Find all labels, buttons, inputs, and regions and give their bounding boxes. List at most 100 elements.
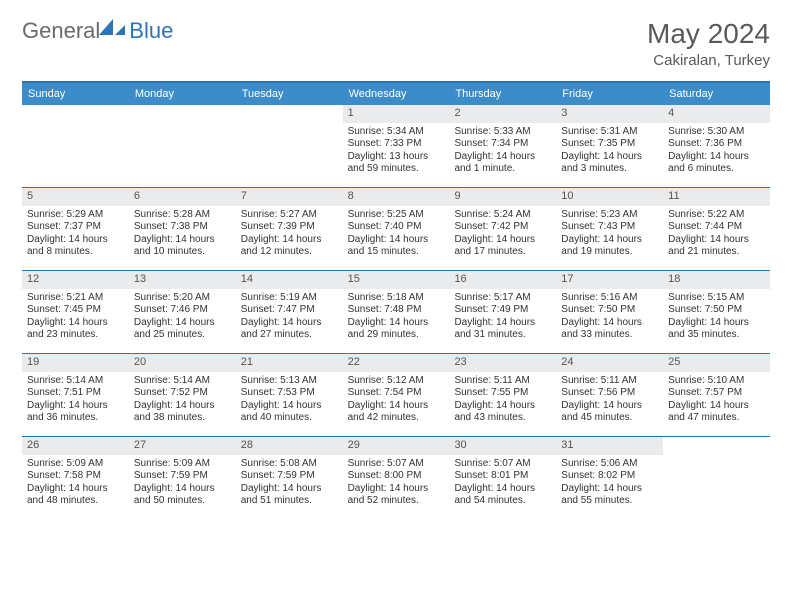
day-number: 14: [236, 271, 343, 289]
day-cell: [22, 105, 129, 187]
day-cell: 14Sunrise: 5:19 AMSunset: 7:47 PMDayligh…: [236, 271, 343, 353]
day-cell: 20Sunrise: 5:14 AMSunset: 7:52 PMDayligh…: [129, 354, 236, 436]
day-details: Sunrise: 5:06 AMSunset: 8:02 PMDaylight:…: [556, 455, 663, 512]
day-cell: 9Sunrise: 5:24 AMSunset: 7:42 PMDaylight…: [449, 188, 556, 270]
sunrise-text: Sunrise: 5:15 AM: [668, 292, 765, 305]
daylight-text: Daylight: 14 hours and 23 minutes.: [27, 317, 124, 342]
header: General Blue May 2024 Cakiralan, Turkey: [22, 18, 770, 69]
day-details: Sunrise: 5:11 AMSunset: 7:56 PMDaylight:…: [556, 372, 663, 429]
day-number: 21: [236, 354, 343, 372]
dayheader: Sunday: [22, 83, 129, 105]
week-row: 19Sunrise: 5:14 AMSunset: 7:51 PMDayligh…: [22, 353, 770, 436]
day-details: Sunrise: 5:25 AMSunset: 7:40 PMDaylight:…: [343, 206, 450, 263]
logo-sail-icon: [97, 17, 127, 37]
sunset-text: Sunset: 7:48 PM: [348, 304, 445, 317]
sunrise-text: Sunrise: 5:34 AM: [348, 126, 445, 139]
day-details: Sunrise: 5:13 AMSunset: 7:53 PMDaylight:…: [236, 372, 343, 429]
sunrise-text: Sunrise: 5:09 AM: [27, 458, 124, 471]
daylight-text: Daylight: 14 hours and 12 minutes.: [241, 234, 338, 259]
daylight-text: Daylight: 14 hours and 25 minutes.: [134, 317, 231, 342]
day-cell: 7Sunrise: 5:27 AMSunset: 7:39 PMDaylight…: [236, 188, 343, 270]
sunset-text: Sunset: 7:37 PM: [27, 221, 124, 234]
dayheader: Tuesday: [236, 83, 343, 105]
day-cell: [236, 105, 343, 187]
day-number: 25: [663, 354, 770, 372]
day-details: Sunrise: 5:12 AMSunset: 7:54 PMDaylight:…: [343, 372, 450, 429]
day-details: Sunrise: 5:14 AMSunset: 7:52 PMDaylight:…: [129, 372, 236, 429]
day-number: 27: [129, 437, 236, 455]
sunset-text: Sunset: 7:45 PM: [27, 304, 124, 317]
day-cell: 17Sunrise: 5:16 AMSunset: 7:50 PMDayligh…: [556, 271, 663, 353]
day-number: 30: [449, 437, 556, 455]
day-cell: 21Sunrise: 5:13 AMSunset: 7:53 PMDayligh…: [236, 354, 343, 436]
weeks-container: 1Sunrise: 5:34 AMSunset: 7:33 PMDaylight…: [22, 105, 770, 519]
sunrise-text: Sunrise: 5:22 AM: [668, 209, 765, 222]
day-details: Sunrise: 5:34 AMSunset: 7:33 PMDaylight:…: [343, 123, 450, 180]
week-row: 12Sunrise: 5:21 AMSunset: 7:45 PMDayligh…: [22, 270, 770, 353]
day-number: 2: [449, 105, 556, 123]
logo: General Blue: [22, 18, 173, 44]
sunset-text: Sunset: 7:47 PM: [241, 304, 338, 317]
sunrise-text: Sunrise: 5:17 AM: [454, 292, 551, 305]
location-text: Cakiralan, Turkey: [647, 52, 770, 69]
sunrise-text: Sunrise: 5:18 AM: [348, 292, 445, 305]
sunrise-text: Sunrise: 5:12 AM: [348, 375, 445, 388]
day-number: 13: [129, 271, 236, 289]
sunrise-text: Sunrise: 5:07 AM: [454, 458, 551, 471]
day-number: 8: [343, 188, 450, 206]
day-number: 6: [129, 188, 236, 206]
daylight-text: Daylight: 14 hours and 17 minutes.: [454, 234, 551, 259]
title-block: May 2024 Cakiralan, Turkey: [647, 18, 770, 69]
sunrise-text: Sunrise: 5:21 AM: [27, 292, 124, 305]
day-number: 22: [343, 354, 450, 372]
sunset-text: Sunset: 7:36 PM: [668, 138, 765, 151]
day-details: Sunrise: 5:08 AMSunset: 7:59 PMDaylight:…: [236, 455, 343, 512]
daylight-text: Daylight: 14 hours and 36 minutes.: [27, 400, 124, 425]
daylight-text: Daylight: 14 hours and 48 minutes.: [27, 483, 124, 508]
sunset-text: Sunset: 7:51 PM: [27, 387, 124, 400]
sunrise-text: Sunrise: 5:11 AM: [561, 375, 658, 388]
daylight-text: Daylight: 14 hours and 29 minutes.: [348, 317, 445, 342]
day-number: 12: [22, 271, 129, 289]
daylight-text: Daylight: 14 hours and 1 minute.: [454, 151, 551, 176]
sunrise-text: Sunrise: 5:08 AM: [241, 458, 338, 471]
sunrise-text: Sunrise: 5:09 AM: [134, 458, 231, 471]
day-number: 26: [22, 437, 129, 455]
day-cell: 8Sunrise: 5:25 AMSunset: 7:40 PMDaylight…: [343, 188, 450, 270]
sunset-text: Sunset: 7:55 PM: [454, 387, 551, 400]
day-number: 7: [236, 188, 343, 206]
sunrise-text: Sunrise: 5:29 AM: [27, 209, 124, 222]
day-cell: 19Sunrise: 5:14 AMSunset: 7:51 PMDayligh…: [22, 354, 129, 436]
daylight-text: Daylight: 14 hours and 10 minutes.: [134, 234, 231, 259]
day-cell: 16Sunrise: 5:17 AMSunset: 7:49 PMDayligh…: [449, 271, 556, 353]
sunset-text: Sunset: 7:38 PM: [134, 221, 231, 234]
day-details: Sunrise: 5:20 AMSunset: 7:46 PMDaylight:…: [129, 289, 236, 346]
day-number: 10: [556, 188, 663, 206]
day-details: Sunrise: 5:14 AMSunset: 7:51 PMDaylight:…: [22, 372, 129, 429]
sunset-text: Sunset: 7:50 PM: [668, 304, 765, 317]
daylight-text: Daylight: 14 hours and 3 minutes.: [561, 151, 658, 176]
sunrise-text: Sunrise: 5:30 AM: [668, 126, 765, 139]
day-number: 1: [343, 105, 450, 123]
week-row: 5Sunrise: 5:29 AMSunset: 7:37 PMDaylight…: [22, 187, 770, 270]
sunrise-text: Sunrise: 5:24 AM: [454, 209, 551, 222]
day-details: Sunrise: 5:15 AMSunset: 7:50 PMDaylight:…: [663, 289, 770, 346]
sunset-text: Sunset: 7:56 PM: [561, 387, 658, 400]
sunrise-text: Sunrise: 5:14 AM: [27, 375, 124, 388]
daylight-text: Daylight: 14 hours and 27 minutes.: [241, 317, 338, 342]
sunset-text: Sunset: 7:40 PM: [348, 221, 445, 234]
sunrise-text: Sunrise: 5:16 AM: [561, 292, 658, 305]
dayheader: Saturday: [663, 83, 770, 105]
daylight-text: Daylight: 14 hours and 47 minutes.: [668, 400, 765, 425]
day-details: Sunrise: 5:18 AMSunset: 7:48 PMDaylight:…: [343, 289, 450, 346]
day-number: 31: [556, 437, 663, 455]
dayheader: Friday: [556, 83, 663, 105]
day-number: 18: [663, 271, 770, 289]
sunset-text: Sunset: 7:34 PM: [454, 138, 551, 151]
sunrise-text: Sunrise: 5:28 AM: [134, 209, 231, 222]
sunset-text: Sunset: 7:53 PM: [241, 387, 338, 400]
day-cell: 1Sunrise: 5:34 AMSunset: 7:33 PMDaylight…: [343, 105, 450, 187]
sunset-text: Sunset: 7:42 PM: [454, 221, 551, 234]
daylight-text: Daylight: 14 hours and 8 minutes.: [27, 234, 124, 259]
sunrise-text: Sunrise: 5:14 AM: [134, 375, 231, 388]
